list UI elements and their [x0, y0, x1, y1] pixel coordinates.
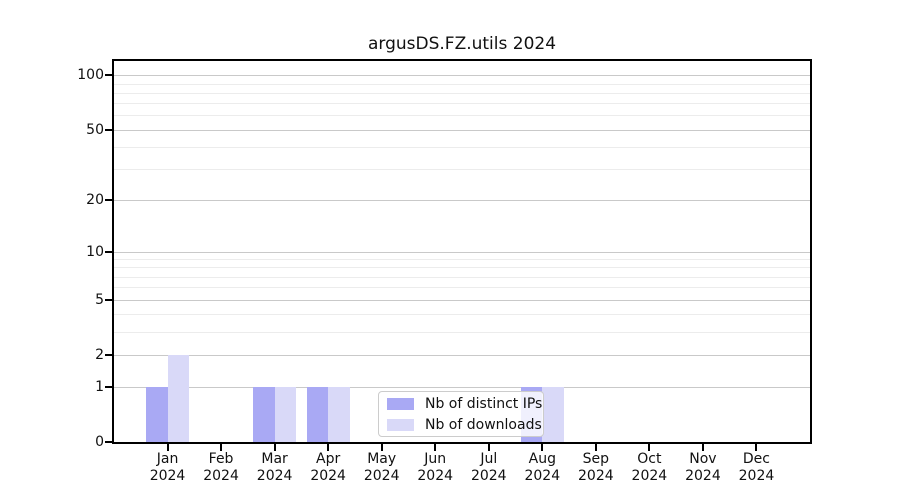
bar-downloads-mar: [274, 386, 297, 442]
x-tick-mark: [166, 444, 169, 451]
legend-item-distinct-ips: Nb of distinct IPs: [387, 396, 543, 412]
gridline-minor: [114, 267, 810, 269]
legend-label: Nb of distinct IPs: [425, 395, 543, 412]
y-tick-mark: [105, 385, 112, 388]
gridline-minor: [114, 276, 810, 278]
x-tick-label: Sep 2024: [578, 451, 614, 484]
legend-item-downloads: Nb of downloads: [387, 417, 543, 433]
x-tick-mark: [541, 444, 544, 451]
x-tick-mark: [220, 444, 223, 451]
gridline-minor: [114, 115, 810, 117]
x-tick-label: Aug 2024: [524, 451, 561, 484]
x-tick-label: Feb 2024: [203, 451, 239, 484]
x-tick-label: Mar 2024: [256, 451, 293, 484]
x-tick-label: Nov 2024: [685, 451, 721, 484]
x-tick-mark: [487, 444, 490, 451]
y-tick-mark: [105, 128, 112, 131]
y-tick-label: 1: [95, 378, 104, 395]
gridline-minor: [114, 287, 810, 289]
y-tick-label: 5: [95, 291, 104, 308]
gridline-major: [114, 200, 810, 202]
gridline-major: [114, 251, 810, 253]
x-tick-label: Apr 2024: [310, 451, 346, 484]
gridline-minor: [114, 331, 810, 333]
legend-label: Nb of downloads: [425, 416, 542, 433]
bar-distinct-ips-jan: [146, 386, 168, 442]
bar-downloads-apr: [328, 386, 350, 442]
gridline-minor: [114, 146, 810, 148]
bar-distinct-ips-mar: [253, 386, 275, 442]
gridline-major: [114, 299, 810, 301]
x-tick-mark: [273, 444, 276, 451]
x-tick-mark: [701, 444, 704, 451]
bar-downloads-aug: [542, 386, 564, 442]
y-tick-label: 10: [86, 243, 104, 260]
gridline-minor: [114, 83, 810, 85]
legend: Nb of distinct IPs Nb of downloads: [378, 391, 544, 437]
x-tick-mark: [648, 444, 651, 451]
x-tick-label: Oct 2024: [631, 451, 668, 484]
y-tick-label: 2: [95, 346, 104, 363]
y-tick-label: 20: [86, 192, 104, 209]
y-tick-mark: [105, 441, 112, 443]
y-tick-mark: [105, 199, 112, 202]
gridline-major: [114, 354, 810, 356]
gridline-major: [114, 386, 810, 388]
gridline-minor: [114, 103, 810, 105]
chart-title: argusDS.FZ.utils 2024: [367, 34, 557, 54]
gridline-minor: [114, 314, 810, 316]
y-tick-label: 0: [95, 434, 104, 450]
legend-swatch-distinct-ips: [387, 397, 414, 410]
x-tick-label: Jun 2024: [417, 451, 454, 484]
x-tick-label: May 2024: [363, 451, 400, 484]
y-tick-label: 50: [86, 121, 104, 138]
y-tick-mark: [105, 250, 112, 253]
gridline-minor: [114, 169, 810, 171]
gridline-major: [114, 129, 810, 131]
legend-swatch-downloads: [387, 418, 414, 431]
bar-downloads-jan: [167, 354, 190, 442]
y-tick-mark: [105, 298, 112, 301]
x-tick-label: Jul 2024: [470, 451, 507, 484]
y-tick-mark: [105, 74, 112, 77]
x-tick-mark: [434, 444, 437, 451]
plot-area: [112, 59, 812, 444]
gridline-minor: [114, 259, 810, 261]
x-tick-mark: [380, 444, 383, 451]
gridline-minor: [114, 92, 810, 94]
y-tick-label: 100: [77, 67, 104, 84]
bar-distinct-ips-apr: [306, 386, 329, 442]
x-tick-label: Jan 2024: [149, 451, 186, 484]
x-tick-mark: [327, 444, 330, 451]
gridline-major: [114, 75, 810, 77]
x-tick-mark: [755, 444, 758, 451]
x-tick-mark: [594, 444, 597, 451]
y-tick-mark: [105, 353, 112, 356]
x-tick-label: Dec 2024: [738, 451, 775, 484]
